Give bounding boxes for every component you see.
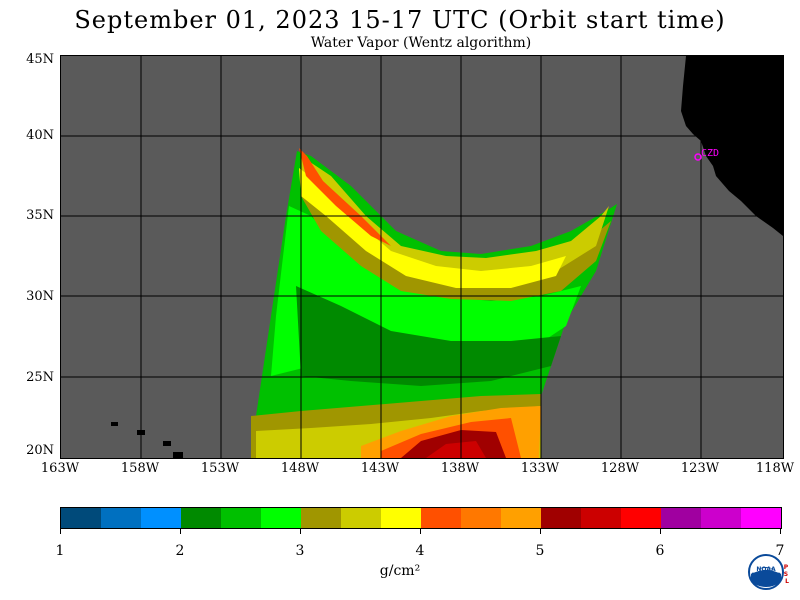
north-america-land-icon bbox=[681, 56, 783, 236]
lon-label: 163W bbox=[40, 461, 80, 476]
lat-label: 30N bbox=[26, 289, 54, 304]
lon-label: 118W bbox=[755, 461, 795, 476]
colorbar bbox=[60, 507, 782, 529]
logo-side-char: S bbox=[784, 571, 788, 578]
colorbar-tick bbox=[180, 528, 181, 534]
swath-band-dark-green bbox=[296, 286, 561, 386]
station-marker-icon bbox=[694, 153, 702, 161]
lon-label: 153W bbox=[200, 461, 240, 476]
colorbar-swatch bbox=[101, 508, 141, 528]
noaa-logo-icon: NOAA P S L bbox=[748, 552, 790, 594]
colorbar-swatch bbox=[421, 508, 461, 528]
lon-label: 128W bbox=[600, 461, 640, 476]
colorbar-swatch bbox=[301, 508, 341, 528]
colorbar-tick bbox=[660, 528, 661, 534]
colorbar-swatch bbox=[381, 508, 421, 528]
colorbar-tick bbox=[780, 528, 781, 534]
hawaii-island-icon bbox=[163, 441, 171, 446]
lon-label: 123W bbox=[680, 461, 720, 476]
colorbar-swatch bbox=[341, 508, 381, 528]
lat-label: 35N bbox=[26, 208, 54, 223]
colorbar-swatch bbox=[181, 508, 221, 528]
colorbar-tick bbox=[420, 528, 421, 534]
colorbar-swatch bbox=[261, 508, 301, 528]
lon-label: 133W bbox=[520, 461, 560, 476]
colorbar-tick-label: 1 bbox=[55, 543, 65, 559]
colorbar-tick-label: 6 bbox=[655, 543, 665, 559]
map-canvas: CZD bbox=[61, 56, 783, 458]
colorbar-swatch bbox=[541, 508, 581, 528]
logo-side-char: L bbox=[785, 578, 789, 585]
colorbar-swatch bbox=[461, 508, 501, 528]
colorbar-swatch bbox=[621, 508, 661, 528]
lat-label: 45N bbox=[26, 52, 54, 67]
colorbar-tick-label: 5 bbox=[535, 543, 545, 559]
colorbar-swatch bbox=[741, 508, 781, 528]
colorbar-tick bbox=[300, 528, 301, 534]
colorbar-tick-label: 2 bbox=[175, 543, 185, 559]
swath-band-south-red bbox=[426, 441, 486, 458]
map-title: September 01, 2023 15-17 UTC (Orbit star… bbox=[74, 6, 726, 34]
colorbar-swatch bbox=[661, 508, 701, 528]
lat-label: 40N bbox=[26, 128, 54, 143]
colorbar-swatch bbox=[221, 508, 261, 528]
lon-label: 143W bbox=[360, 461, 400, 476]
colorbar-tick bbox=[540, 528, 541, 534]
graticule bbox=[61, 56, 783, 458]
colorbar-tick-label: 3 bbox=[295, 543, 305, 559]
lat-label: 20N bbox=[26, 443, 54, 458]
swath-band-yellow bbox=[299, 168, 566, 288]
lat-label: 25N bbox=[26, 370, 54, 385]
station-marker-czd: CZD bbox=[694, 148, 719, 161]
colorbar-tick-label: 4 bbox=[415, 543, 425, 559]
water-vapor-map: CZD bbox=[60, 55, 784, 459]
hawaii-island-icon bbox=[111, 422, 118, 426]
station-label: CZD bbox=[701, 148, 719, 159]
logo-side-text: P S L bbox=[784, 564, 790, 585]
lon-label: 148W bbox=[280, 461, 320, 476]
colorbar-tick bbox=[60, 528, 61, 534]
colorbar-units: g/cm² bbox=[379, 563, 421, 579]
colorbar-tick-label: 7 bbox=[775, 543, 785, 559]
lon-label: 138W bbox=[440, 461, 480, 476]
lon-label: 158W bbox=[120, 461, 160, 476]
colorbar-swatch bbox=[701, 508, 741, 528]
colorbar-swatch bbox=[581, 508, 621, 528]
logo-side-char: P bbox=[784, 564, 789, 571]
colorbar-swatch bbox=[141, 508, 181, 528]
map-subtitle: Water Vapor (Wentz algorithm) bbox=[310, 35, 532, 51]
colorbar-swatch bbox=[61, 508, 101, 528]
logo-text: NOAA bbox=[756, 566, 776, 573]
hawaii-island-icon bbox=[173, 452, 183, 458]
colorbar-swatch bbox=[501, 508, 541, 528]
water-vapor-swath bbox=[251, 148, 617, 458]
